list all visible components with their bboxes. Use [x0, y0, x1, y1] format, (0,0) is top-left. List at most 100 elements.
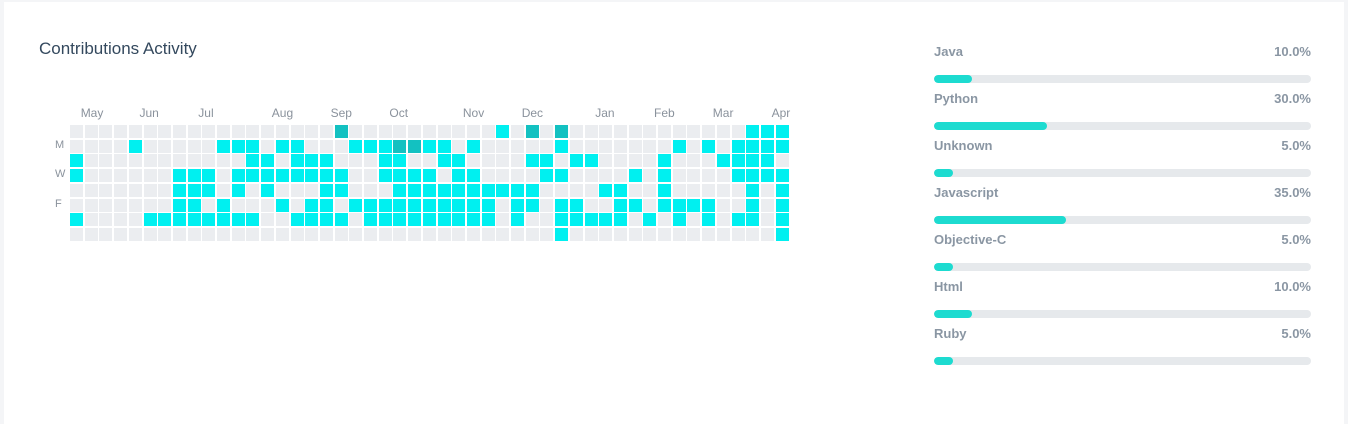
- contribution-cell[interactable]: [114, 183, 128, 197]
- contribution-cell[interactable]: [746, 139, 760, 153]
- contribution-cell[interactable]: [525, 169, 539, 183]
- contribution-cell[interactable]: [672, 139, 686, 153]
- contribution-cell[interactable]: [290, 125, 304, 138]
- contribution-cell[interactable]: [481, 183, 495, 197]
- contribution-cell[interactable]: [408, 227, 422, 241]
- contribution-cell[interactable]: [584, 198, 598, 212]
- contribution-cell[interactable]: [643, 183, 657, 197]
- contribution-cell[interactable]: [84, 227, 98, 241]
- contribution-cell[interactable]: [672, 183, 686, 197]
- contribution-cell[interactable]: [466, 198, 480, 212]
- contribution-cell[interactable]: [731, 139, 745, 153]
- contribution-cell[interactable]: [658, 227, 671, 241]
- contribution-cell[interactable]: [702, 213, 716, 227]
- contribution-cell[interactable]: [217, 169, 230, 183]
- contribution-cell[interactable]: [525, 125, 539, 138]
- contribution-cell[interactable]: [202, 227, 216, 241]
- contribution-cell[interactable]: [569, 125, 583, 138]
- contribution-cell[interactable]: [349, 169, 363, 183]
- contribution-cell[interactable]: [84, 169, 98, 183]
- contribution-cell[interactable]: [466, 213, 480, 227]
- contribution-cell[interactable]: [422, 169, 436, 183]
- contribution-cell[interactable]: [246, 183, 260, 197]
- contribution-cell[interactable]: [143, 125, 157, 138]
- contribution-cell[interactable]: [202, 125, 216, 138]
- contribution-cell[interactable]: [437, 139, 451, 153]
- contribution-cell[interactable]: [378, 154, 392, 168]
- contribution-cell[interactable]: [217, 198, 230, 212]
- contribution-cell[interactable]: [84, 154, 98, 168]
- contribution-cell[interactable]: [540, 154, 554, 168]
- contribution-cell[interactable]: [378, 169, 392, 183]
- contribution-cell[interactable]: [172, 198, 186, 212]
- contribution-cell[interactable]: [569, 169, 583, 183]
- contribution-cell[interactable]: [643, 169, 657, 183]
- contribution-cell[interactable]: [672, 169, 686, 183]
- contribution-cell[interactable]: [422, 139, 436, 153]
- contribution-cell[interactable]: [70, 227, 83, 241]
- contribution-cell[interactable]: [70, 213, 83, 227]
- contribution-cell[interactable]: [716, 183, 730, 197]
- contribution-cell[interactable]: [613, 183, 627, 197]
- contribution-cell[interactable]: [643, 139, 657, 153]
- contribution-cell[interactable]: [158, 227, 172, 241]
- contribution-cell[interactable]: [187, 213, 201, 227]
- contribution-cell[interactable]: [599, 227, 613, 241]
- contribution-cell[interactable]: [246, 169, 260, 183]
- contribution-cell[interactable]: [246, 213, 260, 227]
- contribution-cell[interactable]: [437, 125, 451, 138]
- contribution-cell[interactable]: [702, 227, 716, 241]
- contribution-cell[interactable]: [481, 169, 495, 183]
- contribution-cell[interactable]: [422, 183, 436, 197]
- contribution-cell[interactable]: [290, 154, 304, 168]
- contribution-cell[interactable]: [775, 213, 789, 227]
- contribution-cell[interactable]: [452, 169, 466, 183]
- contribution-cell[interactable]: [202, 213, 216, 227]
- contribution-cell[interactable]: [569, 183, 583, 197]
- contribution-cell[interactable]: [481, 125, 495, 138]
- contribution-cell[interactable]: [716, 139, 730, 153]
- contribution-cell[interactable]: [231, 198, 245, 212]
- contribution-cell[interactable]: [70, 154, 83, 168]
- contribution-cell[interactable]: [217, 213, 230, 227]
- contribution-cell[interactable]: [746, 227, 760, 241]
- contribution-cell[interactable]: [231, 139, 245, 153]
- contribution-cell[interactable]: [687, 213, 701, 227]
- contribution-cell[interactable]: [760, 169, 774, 183]
- contribution-cell[interactable]: [760, 198, 774, 212]
- contribution-cell[interactable]: [466, 139, 480, 153]
- contribution-cell[interactable]: [305, 169, 319, 183]
- contribution-cell[interactable]: [378, 198, 392, 212]
- contribution-cell[interactable]: [731, 154, 745, 168]
- contribution-cell[interactable]: [511, 183, 524, 197]
- contribution-cell[interactable]: [187, 139, 201, 153]
- contribution-cell[interactable]: [378, 139, 392, 153]
- contribution-cell[interactable]: [231, 154, 245, 168]
- contribution-cell[interactable]: [99, 227, 113, 241]
- contribution-cell[interactable]: [275, 198, 289, 212]
- contribution-cell[interactable]: [702, 154, 716, 168]
- contribution-cell[interactable]: [613, 227, 627, 241]
- contribution-cell[interactable]: [452, 198, 466, 212]
- contribution-cell[interactable]: [569, 198, 583, 212]
- contribution-cell[interactable]: [261, 169, 275, 183]
- contribution-cell[interactable]: [217, 139, 230, 153]
- contribution-cell[interactable]: [231, 213, 245, 227]
- contribution-cell[interactable]: [555, 154, 569, 168]
- contribution-cell[interactable]: [393, 183, 407, 197]
- contribution-cell[interactable]: [393, 169, 407, 183]
- contribution-cell[interactable]: [84, 213, 98, 227]
- contribution-cell[interactable]: [613, 198, 627, 212]
- contribution-cell[interactable]: [275, 213, 289, 227]
- contribution-cell[interactable]: [687, 227, 701, 241]
- contribution-cell[interactable]: [658, 125, 671, 138]
- contribution-cell[interactable]: [408, 169, 422, 183]
- contribution-cell[interactable]: [746, 125, 760, 138]
- contribution-cell[interactable]: [716, 125, 730, 138]
- contribution-cell[interactable]: [393, 227, 407, 241]
- contribution-cell[interactable]: [760, 125, 774, 138]
- contribution-cell[interactable]: [511, 125, 524, 138]
- contribution-cell[interactable]: [599, 183, 613, 197]
- contribution-cell[interactable]: [466, 154, 480, 168]
- contribution-cell[interactable]: [393, 154, 407, 168]
